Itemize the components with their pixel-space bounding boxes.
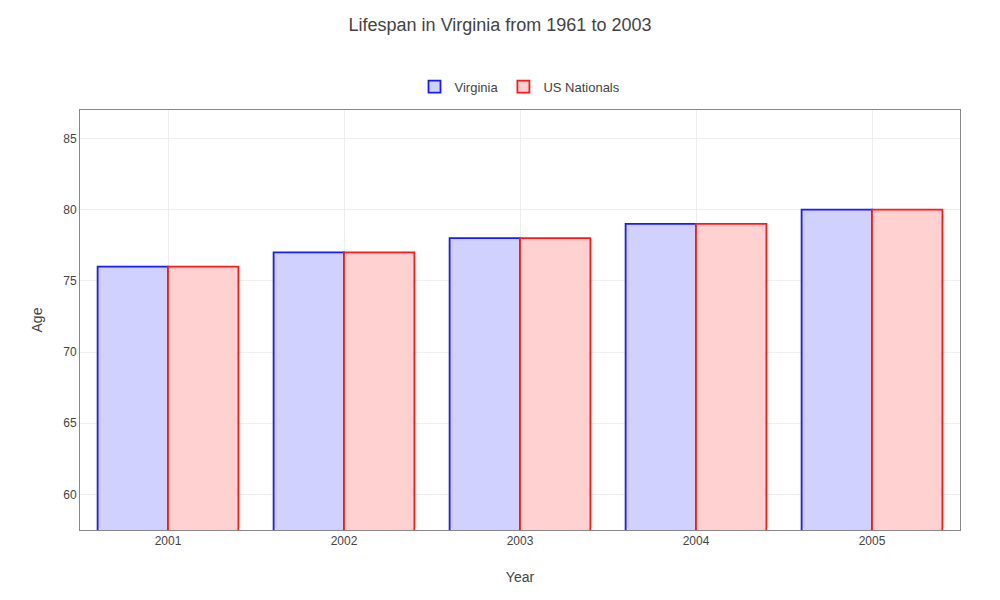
svg-text:65: 65 [63,416,77,430]
svg-text:2002: 2002 [331,534,358,548]
svg-text:Virginia: Virginia [455,80,499,95]
svg-text:Age: Age [29,307,45,332]
svg-text:60: 60 [63,488,77,502]
svg-text:US Nationals: US Nationals [543,80,619,95]
svg-text:Lifespan in Virginia from 1961: Lifespan in Virginia from 1961 to 2003 [349,15,652,35]
svg-text:70: 70 [63,345,77,359]
svg-text:2001: 2001 [155,534,182,548]
svg-text:2003: 2003 [507,534,534,548]
svg-text:2004: 2004 [683,534,710,548]
svg-text:2005: 2005 [859,534,886,548]
svg-text:Year: Year [506,569,535,585]
svg-text:85: 85 [63,132,77,146]
svg-text:80: 80 [63,203,77,217]
svg-text:75: 75 [63,274,77,288]
